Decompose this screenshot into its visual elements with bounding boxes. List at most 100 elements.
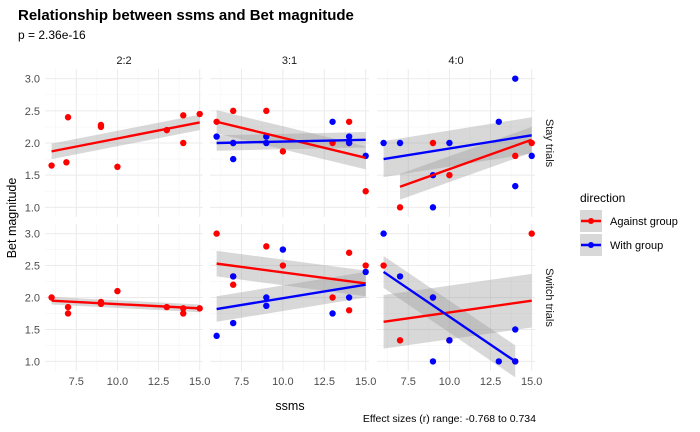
data-point xyxy=(528,230,535,237)
facet-column-label: 4:0 xyxy=(448,55,463,67)
data-point xyxy=(528,152,535,160)
x-tick-label: 7.5 xyxy=(234,376,249,388)
data-point xyxy=(48,162,55,169)
data-point xyxy=(380,262,387,269)
data-point xyxy=(64,310,72,317)
facet-panel xyxy=(380,75,535,211)
data-point xyxy=(396,139,404,147)
data-point xyxy=(329,294,336,301)
y-axis-title: Bet magnitude xyxy=(5,178,19,259)
data-point xyxy=(196,110,203,118)
data-point xyxy=(446,337,453,344)
x-tick-label: 12.5 xyxy=(314,376,335,388)
y-tick-label: 1.5 xyxy=(25,324,40,336)
data-point xyxy=(396,273,404,280)
data-point xyxy=(345,307,353,314)
y-tick-label: 1.0 xyxy=(25,202,40,214)
data-point xyxy=(279,148,287,155)
facet-row-label: Switch trials xyxy=(543,268,555,327)
data-point xyxy=(380,230,387,237)
data-point xyxy=(229,107,237,115)
x-tick-label: 15.0 xyxy=(355,376,376,388)
data-point xyxy=(114,163,121,171)
data-point xyxy=(213,332,220,340)
facet-panel xyxy=(48,287,203,317)
x-tick-label: 12.5 xyxy=(480,376,501,388)
x-axis-title: ssms xyxy=(275,399,304,413)
regression-line xyxy=(383,134,532,161)
facet-panel xyxy=(380,230,535,378)
data-point xyxy=(64,114,72,121)
facet-panel xyxy=(213,107,369,195)
data-point xyxy=(180,112,187,119)
facet-row-label: Stay trials xyxy=(543,119,555,168)
data-point xyxy=(362,262,369,269)
x-tick-label: 15.0 xyxy=(189,376,210,388)
data-point xyxy=(345,118,353,125)
facet-column-label: 2:2 xyxy=(116,55,131,67)
data-point xyxy=(512,182,519,190)
data-point xyxy=(180,310,187,317)
x-tick-label: 15.0 xyxy=(521,376,542,388)
data-point xyxy=(446,139,453,147)
data-point xyxy=(512,75,519,82)
data-point xyxy=(512,326,519,333)
data-point xyxy=(495,358,502,365)
data-point xyxy=(279,246,287,253)
data-point xyxy=(495,118,502,125)
legend-item: With group xyxy=(580,234,663,256)
regression-line xyxy=(399,138,533,188)
data-point xyxy=(345,133,353,140)
data-point xyxy=(63,159,70,166)
data-point xyxy=(213,230,220,237)
panel-grid xyxy=(377,224,535,371)
data-point xyxy=(396,204,404,211)
data-point xyxy=(345,294,353,301)
x-tick-label: 7.5 xyxy=(69,376,84,388)
data-point xyxy=(279,262,287,269)
regression-line xyxy=(216,283,366,311)
data-point xyxy=(263,107,270,115)
y-tick-label: 2.0 xyxy=(25,293,40,305)
data-point xyxy=(48,294,55,301)
data-point xyxy=(429,204,437,211)
legend-title: direction xyxy=(580,191,625,205)
facet-panel xyxy=(213,230,369,340)
y-tick-label: 2.5 xyxy=(25,261,40,273)
data-point xyxy=(213,133,220,140)
x-tick-label: 7.5 xyxy=(401,376,416,388)
data-point xyxy=(263,243,270,250)
legend-item: Against group xyxy=(580,210,678,232)
x-tick-label: 12.5 xyxy=(148,376,169,388)
y-tick-label: 3.0 xyxy=(25,229,40,241)
data-point xyxy=(64,303,72,311)
data-point xyxy=(329,310,336,317)
data-point xyxy=(263,302,270,310)
data-point xyxy=(97,121,105,129)
facet-panel xyxy=(48,110,203,171)
data-point xyxy=(229,273,237,280)
data-point xyxy=(229,281,237,288)
data-point xyxy=(429,358,437,365)
facet-column-label: 3:1 xyxy=(282,55,297,67)
data-point xyxy=(229,155,237,163)
legend-key-point xyxy=(588,218,594,224)
x-tick-label: 10.0 xyxy=(272,376,293,388)
data-point xyxy=(362,188,369,195)
data-point xyxy=(180,139,187,147)
y-tick-label: 2.5 xyxy=(25,106,40,118)
regression-line xyxy=(216,262,366,285)
regression-line xyxy=(216,138,366,145)
chart-title: Relationship between ssms and Bet magnit… xyxy=(18,7,354,24)
data-point xyxy=(396,337,404,344)
data-point xyxy=(362,268,369,276)
data-point xyxy=(114,287,121,295)
legend-items: Against group With group xyxy=(580,210,678,256)
x-tick-label: 10.0 xyxy=(439,376,460,388)
y-tick-label: 1.0 xyxy=(25,356,40,368)
y-tick-label: 2.0 xyxy=(25,138,40,150)
panel-grid xyxy=(45,224,203,371)
legend-key-point xyxy=(588,242,594,248)
legend-label: Against group xyxy=(610,216,678,228)
data-point xyxy=(446,171,453,179)
